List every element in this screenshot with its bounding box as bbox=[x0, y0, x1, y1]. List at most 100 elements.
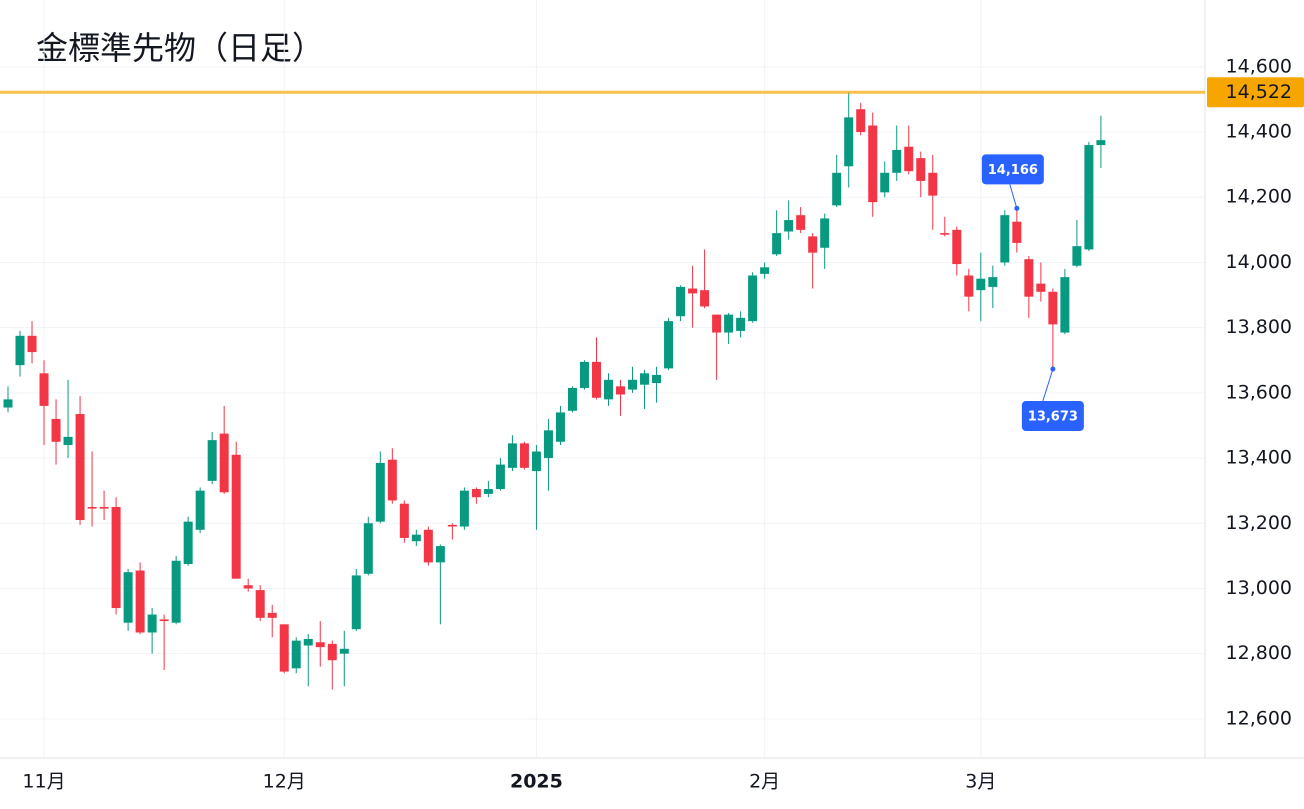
candle-body bbox=[688, 288, 698, 294]
y-tick-label: 13,400 bbox=[1226, 447, 1292, 469]
candle-body bbox=[459, 490, 469, 527]
candle-body bbox=[27, 335, 37, 353]
y-tick-label: 14,400 bbox=[1226, 121, 1292, 143]
candle-body bbox=[676, 286, 686, 317]
candle-body bbox=[543, 430, 553, 459]
candle-body bbox=[291, 640, 301, 669]
candle-body bbox=[760, 267, 770, 274]
candle-body bbox=[387, 459, 397, 501]
candle-body bbox=[255, 590, 265, 618]
candle-body bbox=[796, 215, 806, 230]
candle-body bbox=[111, 506, 121, 609]
candle-body bbox=[1060, 277, 1070, 333]
candle-body bbox=[844, 117, 854, 167]
candle-body bbox=[652, 374, 662, 384]
candle-body bbox=[495, 464, 505, 490]
candle-body bbox=[531, 451, 541, 472]
candle-body bbox=[1012, 221, 1022, 243]
y-tick-label: 14,600 bbox=[1226, 55, 1292, 77]
candle-body bbox=[63, 436, 73, 446]
candle-body bbox=[483, 489, 493, 494]
candle-body bbox=[99, 506, 109, 509]
candle-body bbox=[171, 560, 181, 623]
x-tick-label: 11月 bbox=[22, 771, 65, 793]
candle-body bbox=[375, 462, 385, 522]
price-label: 14,522 bbox=[1226, 81, 1292, 103]
y-tick-label: 13,000 bbox=[1226, 577, 1292, 599]
candle-body bbox=[868, 125, 878, 203]
candle-body bbox=[940, 233, 950, 235]
y-tick-label: 13,600 bbox=[1226, 381, 1292, 403]
annotation-label: 14,166 bbox=[988, 163, 1038, 178]
annotation-leader bbox=[1009, 184, 1018, 209]
candle-body bbox=[1000, 215, 1010, 263]
candle-body bbox=[315, 642, 325, 648]
candle-body bbox=[327, 643, 337, 661]
candle-body bbox=[231, 454, 241, 579]
candle-body bbox=[423, 529, 433, 563]
annotation-point bbox=[1014, 205, 1020, 211]
candle-body bbox=[279, 624, 289, 672]
candle-body bbox=[892, 149, 902, 173]
candle-body bbox=[736, 317, 746, 331]
candle-body bbox=[15, 335, 25, 366]
price-label-box bbox=[1207, 77, 1304, 108]
candle-body bbox=[3, 399, 13, 408]
candle-body bbox=[147, 614, 157, 633]
candle-body bbox=[952, 229, 962, 265]
y-tick-label: 13,800 bbox=[1226, 316, 1292, 338]
candle-body bbox=[832, 172, 842, 206]
candle-body bbox=[51, 418, 61, 442]
candle-body bbox=[519, 443, 529, 468]
candle-body bbox=[1084, 145, 1094, 250]
candle-body bbox=[267, 612, 277, 618]
candle-body bbox=[351, 575, 361, 630]
candle-body bbox=[616, 386, 626, 395]
annotation-box bbox=[981, 154, 1044, 185]
candle-body bbox=[195, 490, 205, 530]
y-tick-label: 12,600 bbox=[1226, 707, 1292, 729]
y-tick-label: 14,000 bbox=[1226, 251, 1292, 273]
candle-body bbox=[579, 361, 589, 388]
candle-body bbox=[604, 379, 613, 400]
candle-body bbox=[207, 440, 217, 481]
candle-body bbox=[507, 443, 517, 468]
candle-body bbox=[988, 277, 998, 287]
x-tick-label: 2月 bbox=[749, 771, 780, 793]
candle-body bbox=[363, 523, 373, 574]
candle-body bbox=[640, 373, 650, 385]
candle-body bbox=[1072, 246, 1082, 266]
y-tick-label: 12,800 bbox=[1226, 642, 1292, 664]
candle-body bbox=[1036, 283, 1046, 292]
annotation-leader bbox=[1042, 368, 1054, 402]
candle-body bbox=[724, 314, 734, 333]
candle-body bbox=[916, 158, 926, 181]
candle-body bbox=[1024, 259, 1034, 297]
candle-body bbox=[447, 524, 457, 527]
candle-body bbox=[159, 619, 169, 622]
candle-body bbox=[303, 639, 313, 646]
chart-title: 金標準先物（日足） bbox=[36, 29, 324, 67]
candle-body bbox=[976, 278, 986, 291]
candle-body bbox=[712, 314, 722, 333]
candle-body bbox=[219, 433, 229, 493]
candle-body bbox=[471, 489, 481, 498]
annotation-box bbox=[1021, 401, 1084, 432]
x-tick-label: 12月 bbox=[263, 771, 306, 793]
candle-body bbox=[39, 373, 49, 406]
candle-body bbox=[628, 379, 638, 390]
candle-body bbox=[591, 361, 601, 398]
candle-body bbox=[772, 233, 782, 255]
candle-body bbox=[664, 321, 674, 369]
candle-body bbox=[399, 503, 409, 538]
candle-body bbox=[856, 109, 866, 133]
candle-body bbox=[75, 414, 85, 521]
x-tick-label: 3月 bbox=[965, 771, 996, 793]
candle-body bbox=[435, 546, 445, 563]
candle-body bbox=[700, 290, 710, 307]
candle-body bbox=[135, 570, 145, 633]
candle-body bbox=[123, 572, 133, 623]
y-tick-label: 14,200 bbox=[1226, 186, 1292, 208]
